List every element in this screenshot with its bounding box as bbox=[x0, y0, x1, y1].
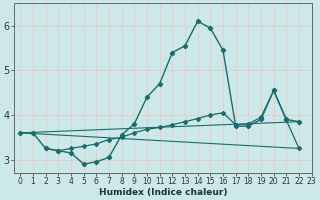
X-axis label: Humidex (Indice chaleur): Humidex (Indice chaleur) bbox=[99, 188, 227, 197]
